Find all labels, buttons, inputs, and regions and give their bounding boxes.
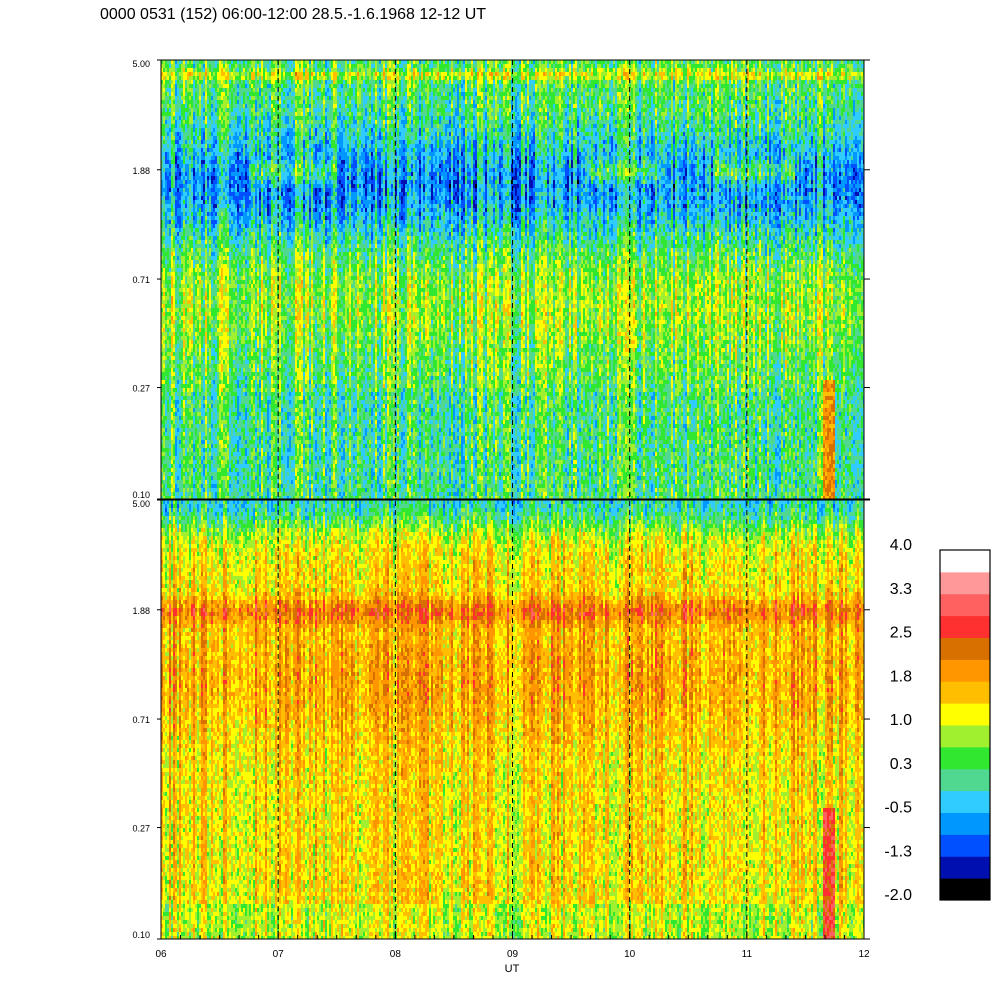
colorbar-swatch: [940, 681, 990, 703]
colorbar-label: 1.0: [890, 712, 912, 729]
colorbar-label: 0.3: [890, 756, 912, 773]
colorbar-swatch: [940, 659, 990, 681]
y-tick-label: 0.27: [132, 824, 150, 834]
colorbar-swatch: [940, 638, 990, 660]
y-tick-label: 5.00: [132, 499, 150, 509]
colorbar-swatch: [940, 747, 990, 769]
colorbar-label: 3.3: [890, 581, 912, 598]
y-tick-label: 0.71: [132, 715, 150, 725]
x-axis-label: UT: [505, 963, 520, 975]
y-tick-label: 0.71: [132, 275, 150, 285]
y-tick-label: 0.27: [132, 384, 150, 394]
colorbar-label: 2.5: [890, 625, 912, 642]
colorbar-swatch: [940, 834, 990, 856]
y-tick-label: 5.00: [132, 59, 150, 69]
x-tick-label: 07: [273, 949, 285, 960]
colorbar-swatch: [940, 616, 990, 638]
colorbar-swatch: [940, 769, 990, 791]
colorbar-swatch: [940, 572, 990, 594]
colorbar-label: -2.0: [884, 887, 912, 904]
colorbar-label: -1.3: [884, 843, 912, 860]
x-tick-label: 11: [742, 949, 753, 960]
colorbar-label: 1.8: [890, 668, 912, 685]
colorbar-swatch: [940, 725, 990, 747]
colorbar-swatch: [940, 550, 990, 572]
colorbar: 4.0 3.3 2.5 1.8 1.0 0.3 -0.5 -1.3 -2.0: [884, 537, 990, 904]
x-tick-label: 08: [390, 949, 402, 960]
x-tick-label: 12: [858, 949, 870, 960]
x-tick-label: 10: [624, 949, 636, 960]
colorbar-swatch: [940, 813, 990, 835]
x-tick-label: 09: [507, 949, 519, 960]
colorbar-swatch: [940, 878, 990, 900]
colorbar-swatch: [940, 856, 990, 878]
colorbar-label: 4.0: [890, 537, 912, 554]
colorbar-swatch: [940, 791, 990, 813]
colorbar-swatch: [940, 703, 990, 725]
y-tick-label: 1.88: [132, 606, 150, 616]
colorbar-swatch: [940, 594, 990, 616]
colorbar-label: -0.5: [884, 800, 912, 817]
y-tick-label: 1.88: [132, 166, 150, 176]
y-tick-label: 0.10: [132, 930, 150, 940]
x-tick-label: 06: [155, 949, 167, 960]
